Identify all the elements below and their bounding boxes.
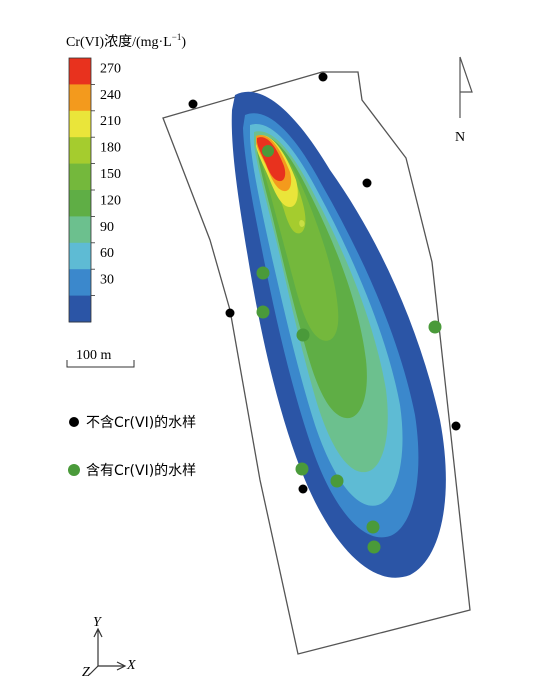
color-bar-tick-label: 30 <box>100 273 114 288</box>
color-bar-tick-label: 240 <box>100 88 121 103</box>
sample-point-with-cr <box>330 474 344 488</box>
coordinate-axes: Y X Z <box>82 615 136 680</box>
color-bar-segment <box>69 269 91 297</box>
color-bar-tick-label: 120 <box>100 193 121 208</box>
sample-point-no-cr <box>451 421 461 431</box>
samples-legend: 不含Cr(VI)的水样 含有Cr(VI)的水样 <box>68 415 196 479</box>
color-bar-tick-label: 210 <box>100 114 121 129</box>
sample-point-no-cr <box>318 72 328 82</box>
color-bar-segment <box>69 58 91 85</box>
north-label: N <box>455 130 465 145</box>
north-arrow: N <box>455 56 473 145</box>
axis-y-label: Y <box>93 615 103 630</box>
color-bar-tick-label: 150 <box>100 167 121 182</box>
color-bar-segment <box>69 163 91 191</box>
scale-bar: 100 m <box>66 348 135 368</box>
color-bar-tick-label: 270 <box>100 61 121 76</box>
contamination-plume <box>231 91 446 578</box>
sample-point-with-cr <box>428 320 442 334</box>
color-bar-segment <box>69 295 91 323</box>
axis-x-label: X <box>126 658 136 673</box>
sample-point-with-cr <box>366 520 380 534</box>
color-bar-segment <box>69 137 91 165</box>
sample-point-with-cr <box>262 145 274 157</box>
legend-title-prefix: Cr(VI)浓度/(mg·L <box>66 34 172 50</box>
legend-black-dot-icon <box>69 417 79 427</box>
color-bar <box>68 57 92 323</box>
axis-z-label: Z <box>82 665 90 680</box>
color-bar-ticks: 270 240 210 180 150 120 90 60 30 <box>91 61 121 297</box>
scale-bar-label: 100 m <box>76 348 112 363</box>
sample-point-with-cr <box>295 462 309 476</box>
sample-point-with-cr <box>296 328 310 342</box>
legend-no-cr-label: 不含Cr(VI)的水样 <box>86 415 196 431</box>
sample-point-no-cr <box>362 178 372 188</box>
inner-green-spot <box>299 220 305 227</box>
color-bar-segment <box>69 242 91 270</box>
color-bar-tick-label: 60 <box>100 246 114 261</box>
color-bar-segment <box>69 190 91 217</box>
color-bar-segment <box>69 84 91 112</box>
legend-title-sup: −1 <box>172 32 182 42</box>
sample-point-with-cr <box>256 266 270 280</box>
sample-point-no-cr <box>298 484 308 494</box>
sample-point-no-cr <box>225 308 235 318</box>
sample-point-with-cr <box>256 305 270 319</box>
sample-point-with-cr <box>367 540 381 554</box>
north-arrow-icon <box>459 56 473 118</box>
legend-with-cr-label: 含有Cr(VI)的水样 <box>86 463 196 479</box>
color-bar-segment <box>69 216 91 244</box>
legend-green-dot-icon <box>68 464 80 476</box>
samples-with-cr <box>256 145 442 554</box>
samples-no-cr <box>188 72 461 494</box>
color-bar-tick-label: 90 <box>100 220 114 235</box>
sample-point-no-cr <box>188 99 198 109</box>
color-bar-segment <box>69 110 91 138</box>
color-bar-tick-label: 180 <box>100 141 121 156</box>
legend-title: Cr(VI)浓度/(mg·L−1) <box>66 32 186 50</box>
legend-title-suffix: ) <box>181 35 186 50</box>
